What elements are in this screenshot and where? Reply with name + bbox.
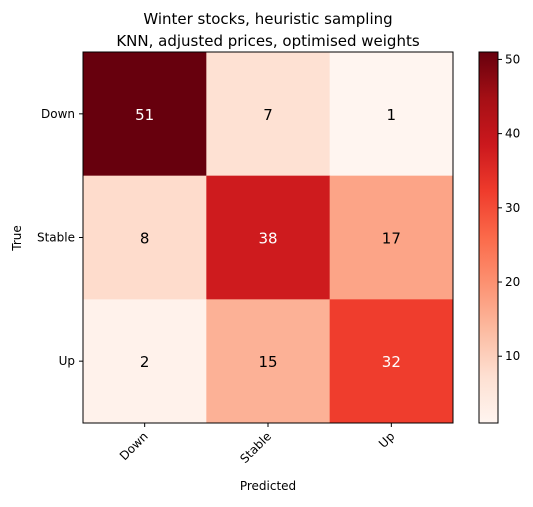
colorbar-tick-label: 50: [505, 52, 520, 66]
heatmap-cells: [83, 52, 454, 424]
y-axis-ticks: Down Stable Up: [37, 107, 83, 368]
x-axis-label: Predicted: [240, 479, 296, 493]
cell-value-label: 2: [140, 353, 150, 371]
heatmap-cell: [206, 175, 331, 300]
y-tick-label: Up: [59, 354, 75, 368]
y-tick-label: Stable: [37, 231, 75, 245]
heatmap-cell: [83, 299, 207, 424]
cell-value-label: 15: [258, 353, 277, 371]
cell-value-label: 32: [382, 353, 401, 371]
colorbar-tick-label: 20: [505, 275, 520, 289]
cell-value-label: 1: [387, 106, 397, 124]
colorbar-tick-label: 10: [505, 349, 520, 363]
chart-title: Winter stocks, heuristic sampling: [143, 10, 392, 28]
cell-value-label: 7: [263, 106, 273, 124]
x-tick-label: Stable: [237, 429, 274, 466]
cell-value-label: 38: [258, 230, 277, 248]
heatmap-cell: [329, 175, 454, 300]
colorbar-ticks: 10 20 30 40 50: [498, 52, 520, 363]
y-tick-label: Down: [41, 107, 75, 121]
x-axis-ticks: Down Stable Up: [117, 423, 398, 466]
heatmap-cell: [329, 52, 454, 177]
cell-value-label: 51: [135, 106, 154, 124]
cell-value-label: 17: [382, 230, 401, 248]
x-tick-label: Down: [117, 429, 151, 463]
heatmap-cell: [83, 175, 207, 300]
chart-subtitle: KNN, adjusted prices, optimised weights: [116, 32, 420, 50]
heatmap-cell-labels: 51 7 1 8 38 17 2 15 32: [135, 106, 401, 371]
heatmap-cell: [329, 299, 454, 424]
x-tick-label: Up: [376, 429, 398, 451]
heatmap-cell: [206, 52, 331, 177]
heatmap-cell: [206, 299, 331, 424]
colorbar-tick-label: 40: [505, 127, 520, 141]
colorbar: [478, 51, 499, 424]
colorbar-tick-label: 30: [505, 201, 520, 215]
y-axis-label: True: [10, 225, 24, 252]
cell-value-label: 8: [140, 230, 150, 248]
heatmap-cell: [83, 52, 207, 177]
